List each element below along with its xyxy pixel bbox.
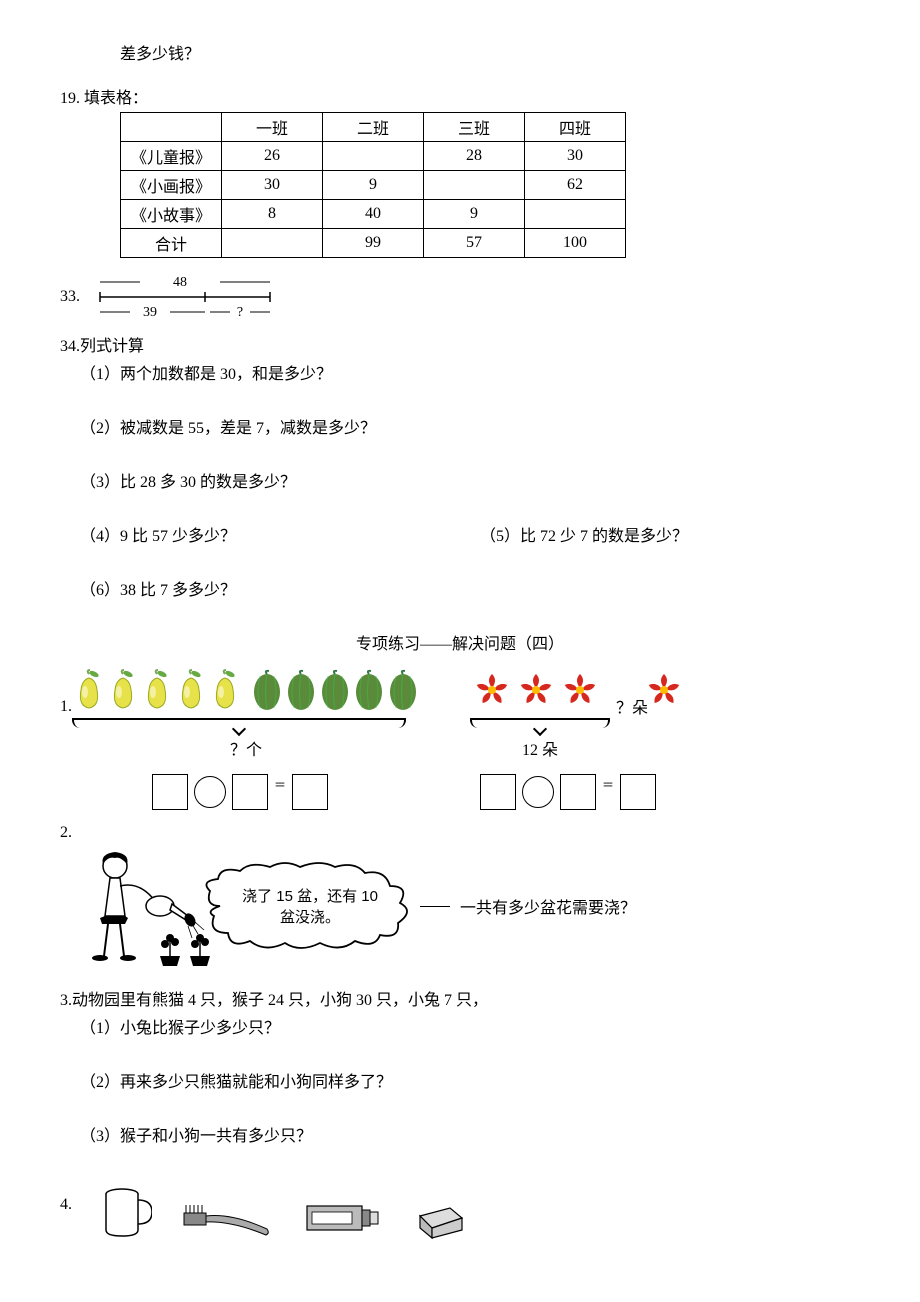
flower-icon — [514, 668, 558, 712]
header-question: 差多少钱？ — [120, 40, 860, 64]
line-diagram: 48 39 ? — [90, 272, 290, 322]
flower-icon — [470, 668, 514, 712]
svg-text:48: 48 — [173, 275, 187, 290]
soap-icon — [412, 1196, 467, 1241]
p3-3: （3）猴子和小狗一共有多少只？ — [80, 1122, 860, 1146]
equation-boxes: ＝ — [152, 774, 420, 810]
melon-icon — [284, 668, 318, 712]
flower-icon — [642, 668, 686, 712]
cup-icon — [102, 1186, 152, 1241]
q34-title: 列式计算 — [80, 338, 144, 355]
q34-4: （4）9 比 57 少多少？ — [80, 522, 460, 546]
col-blank — [121, 113, 222, 142]
q34-6: （6）38 比 7 多多少？ — [80, 576, 860, 600]
operand-box[interactable] — [480, 774, 516, 810]
p3-2: （2）再来多少只熊猫就能和小狗同样多了？ — [80, 1068, 860, 1092]
pear-icon — [140, 668, 174, 712]
p1-right-unknown: ？朵 — [616, 694, 648, 760]
section-title: 专项练习——解决问题（四） — [60, 630, 860, 654]
melon-icon — [352, 668, 386, 712]
pear-icon — [174, 668, 208, 712]
operand-box[interactable] — [560, 774, 596, 810]
pear-icon — [106, 668, 140, 712]
q34-num: 34. — [60, 338, 80, 355]
p1-right-known: 12 朵 — [470, 736, 610, 760]
q33-num: 33. — [60, 288, 80, 306]
p4-num: 4. — [60, 1196, 72, 1214]
col-class4: 四班 — [525, 113, 626, 142]
toothbrush-icon — [182, 1201, 272, 1241]
pear-icon — [72, 668, 106, 712]
p1: 1. ？个 ＝ 12 朵 ？朵 ＝ — [60, 668, 860, 820]
table-row: 《小故事》8409 — [121, 200, 626, 229]
q34-2: （2）被减数是 55，差是 7，减数是多少？ — [80, 414, 860, 438]
operand-box[interactable] — [232, 774, 268, 810]
svg-text:39: 39 — [143, 305, 157, 320]
operator-circle[interactable] — [194, 776, 226, 808]
q19-title: 填表格： — [84, 90, 148, 107]
connector-line — [420, 906, 450, 907]
girl-watering-icon — [60, 846, 210, 966]
p1-left-group: ？个 ＝ — [72, 668, 420, 820]
q34-3: （3）比 28 多 30 的数是多少？ — [80, 468, 860, 492]
q19-table: 一班 二班 三班 四班 《儿童报》262830 《小画报》30962 《小故事》… — [120, 112, 626, 258]
q19-num: 19. — [60, 90, 80, 107]
q33: 33. 48 39 ? — [60, 272, 860, 322]
q34-1: （1）两个加数都是 30，和是多少？ — [80, 360, 860, 384]
melon-icon — [250, 668, 284, 712]
equation-boxes: ＝ — [480, 774, 686, 810]
p3-title: 动物园里有熊猫 4 只，猴子 24 只，小狗 30 只，小兔 7 只， — [72, 992, 488, 1009]
operator-circle[interactable] — [522, 776, 554, 808]
col-class2: 二班 — [323, 113, 424, 142]
col-class3: 三班 — [424, 113, 525, 142]
p1-num: 1. — [60, 698, 72, 716]
result-box[interactable] — [292, 774, 328, 810]
p1-left-unknown: ？个 — [72, 736, 420, 760]
result-box[interactable] — [620, 774, 656, 810]
q34: 34.列式计算 — [60, 332, 860, 356]
p3-1: （1）小兔比猴子少多少只？ — [80, 1014, 860, 1038]
table-row: 合计9957100 — [121, 229, 626, 258]
p2-question: 一共有多少盆花需要浇？ — [460, 894, 636, 918]
col-class1: 一班 — [222, 113, 323, 142]
operand-box[interactable] — [152, 774, 188, 810]
flower-icon — [558, 668, 602, 712]
pear-icon — [208, 668, 242, 712]
melon-icon — [386, 668, 420, 712]
melon-icon — [318, 668, 352, 712]
p4: 4. — [60, 1176, 860, 1241]
table-header-row: 一班 二班 三班 四班 — [121, 113, 626, 142]
q34-5: （5）比 72 少 7 的数是多少？ — [480, 522, 860, 546]
p3-num: 3. — [60, 992, 72, 1009]
p2-num: 2. — [60, 824, 860, 842]
table-row: 《儿童报》262830 — [121, 142, 626, 171]
toothpaste-icon — [302, 1196, 382, 1241]
svg-text:?: ? — [237, 305, 243, 320]
p2: 浇了 15 盆，还有 10盆没浇。 一共有多少盆花需要浇？ — [60, 846, 860, 966]
speech-text: 浇了 15 盆，还有 10盆没浇。 — [230, 885, 390, 927]
p1-right-group: 12 朵 ？朵 ＝ — [470, 668, 686, 820]
q19: 19. 填表格： — [60, 84, 860, 108]
table-row: 《小画报》30962 — [121, 171, 626, 200]
p3: 3.动物园里有熊猫 4 只，猴子 24 只，小狗 30 只，小兔 7 只， — [60, 986, 860, 1010]
